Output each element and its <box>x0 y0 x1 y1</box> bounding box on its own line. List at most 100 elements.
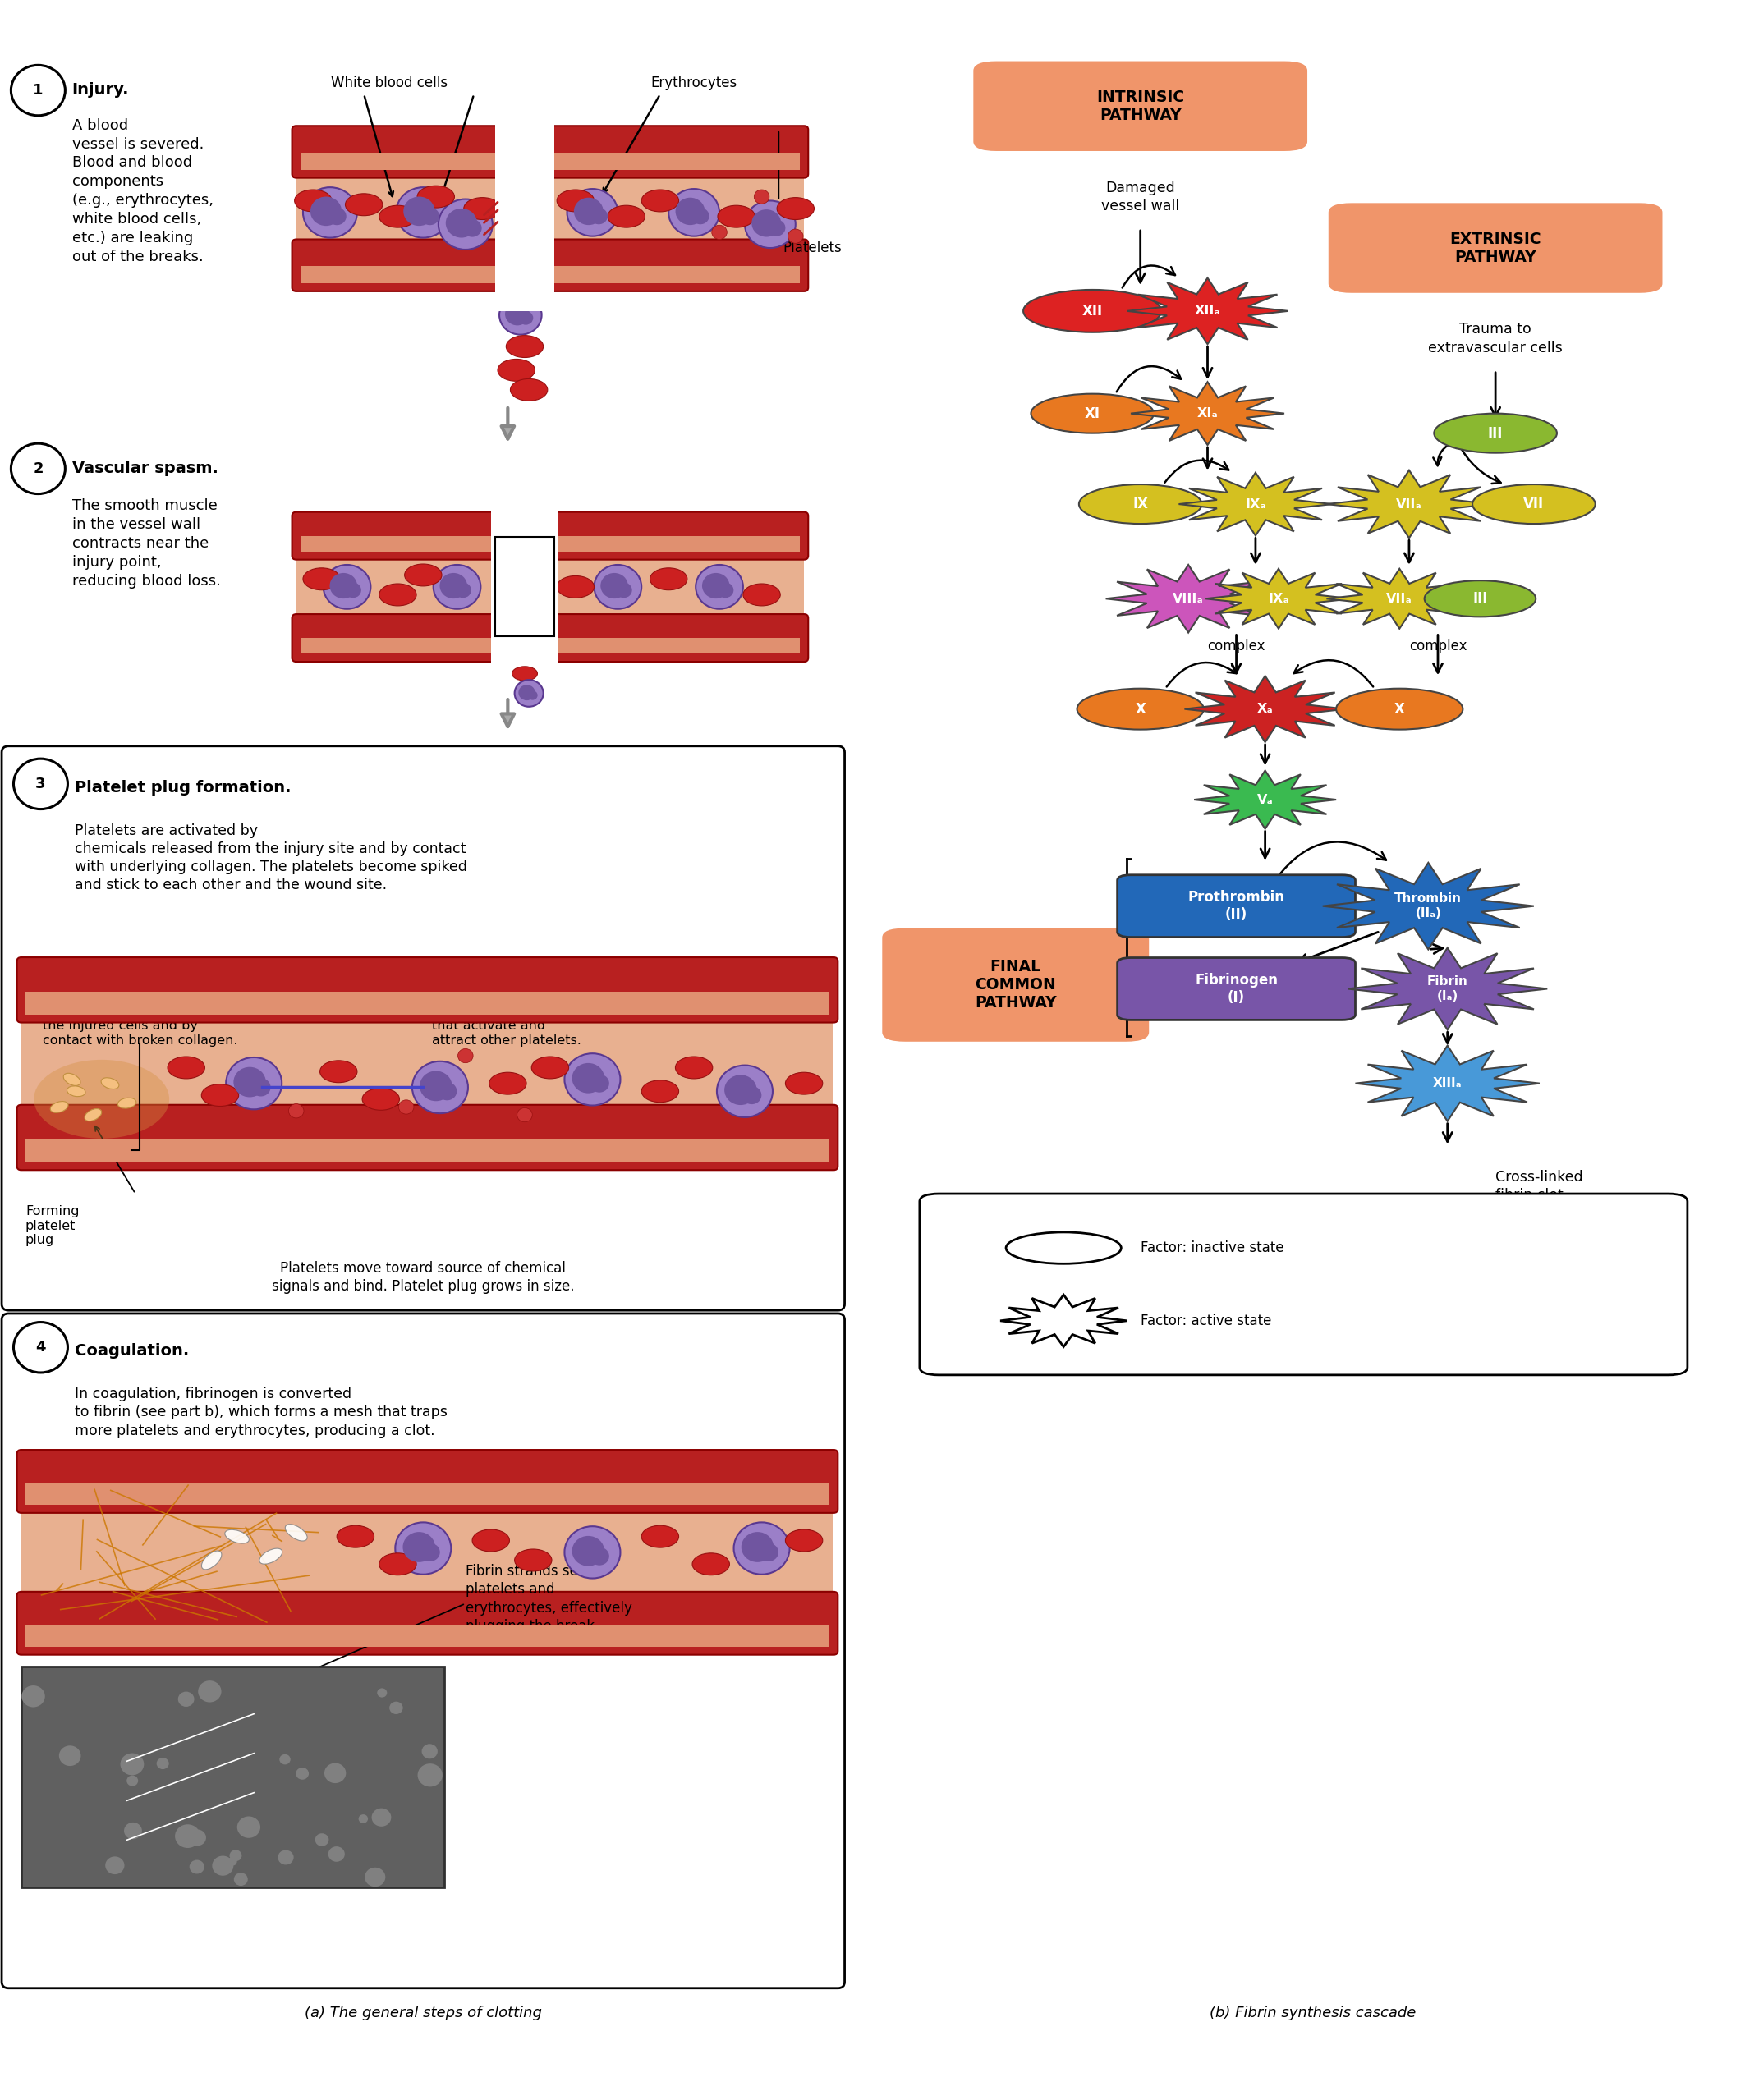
Text: VIIIₐ: VIIIₐ <box>1173 592 1204 605</box>
Text: X: X <box>1134 701 1146 716</box>
Ellipse shape <box>201 1084 239 1107</box>
Ellipse shape <box>1424 580 1536 617</box>
Polygon shape <box>1194 771 1337 830</box>
Circle shape <box>358 1814 368 1823</box>
Ellipse shape <box>379 1554 417 1575</box>
Circle shape <box>701 573 729 598</box>
Ellipse shape <box>405 565 441 586</box>
Circle shape <box>752 210 782 237</box>
Text: XIIₐ: XIIₐ <box>1195 304 1220 317</box>
Circle shape <box>328 1846 346 1863</box>
Bar <box>496 99 555 311</box>
Polygon shape <box>1356 1046 1539 1121</box>
Ellipse shape <box>785 1073 822 1094</box>
Circle shape <box>229 1856 237 1865</box>
Text: Fibrinogen
(I): Fibrinogen (I) <box>1195 972 1277 1004</box>
FancyBboxPatch shape <box>1117 958 1356 1021</box>
Circle shape <box>412 1060 468 1113</box>
Circle shape <box>742 1533 773 1562</box>
Circle shape <box>675 197 705 225</box>
FancyBboxPatch shape <box>1117 876 1356 937</box>
Circle shape <box>403 197 435 227</box>
FancyBboxPatch shape <box>291 126 808 178</box>
Text: III: III <box>1473 592 1488 607</box>
Text: Fibrin
(Iₐ): Fibrin (Iₐ) <box>1427 976 1468 1002</box>
Circle shape <box>124 1823 141 1840</box>
FancyBboxPatch shape <box>17 958 838 1023</box>
Text: Coagulation.: Coagulation. <box>75 1344 188 1359</box>
Circle shape <box>724 1075 757 1105</box>
FancyBboxPatch shape <box>291 512 808 559</box>
Circle shape <box>440 573 468 598</box>
Ellipse shape <box>168 1056 204 1079</box>
Text: Xₐ: Xₐ <box>1256 704 1274 716</box>
Polygon shape <box>1106 565 1270 632</box>
Circle shape <box>445 208 476 237</box>
Circle shape <box>691 208 708 225</box>
Circle shape <box>515 680 543 708</box>
Text: 4: 4 <box>35 1340 45 1354</box>
Polygon shape <box>1185 676 1345 741</box>
Ellipse shape <box>1078 485 1202 523</box>
Text: Vascular spasm.: Vascular spasm. <box>72 460 218 477</box>
Circle shape <box>394 1522 452 1575</box>
Circle shape <box>745 202 796 248</box>
Circle shape <box>433 565 480 609</box>
Circle shape <box>616 582 632 598</box>
Circle shape <box>330 573 358 598</box>
Ellipse shape <box>51 1100 68 1113</box>
Circle shape <box>398 1100 414 1115</box>
Circle shape <box>234 1067 265 1096</box>
Circle shape <box>316 1833 328 1846</box>
Circle shape <box>759 1544 778 1562</box>
Text: complex: complex <box>1208 638 1265 653</box>
Circle shape <box>234 1873 248 1886</box>
Ellipse shape <box>1434 414 1557 454</box>
FancyBboxPatch shape <box>2 1312 845 1989</box>
Text: INTRINSIC
PATHWAY: INTRINSIC PATHWAY <box>1096 90 1185 124</box>
Circle shape <box>590 1075 609 1092</box>
FancyArrowPatch shape <box>483 202 497 214</box>
Circle shape <box>421 208 440 225</box>
Polygon shape <box>1131 382 1284 445</box>
Ellipse shape <box>506 336 543 357</box>
Circle shape <box>421 1071 452 1100</box>
Text: Factor: active state: Factor: active state <box>1141 1312 1270 1327</box>
Ellipse shape <box>1337 689 1462 729</box>
Text: Platelets are activated by
chemicals released from the injury site and by contac: Platelets are activated by chemicals rel… <box>75 823 468 892</box>
Circle shape <box>311 197 342 227</box>
Polygon shape <box>1347 947 1548 1029</box>
Ellipse shape <box>473 1529 510 1552</box>
Circle shape <box>733 1522 790 1575</box>
Bar <box>297 174 804 244</box>
Ellipse shape <box>649 567 688 590</box>
Circle shape <box>499 296 541 334</box>
Text: A blood
vessel is severed.
Blood and blood
components
(e.g., erythrocytes,
white: A blood vessel is severed. Blood and blo… <box>72 118 213 265</box>
Circle shape <box>462 218 482 237</box>
Ellipse shape <box>304 567 340 590</box>
Text: X: X <box>1394 701 1405 716</box>
Ellipse shape <box>532 1056 569 1079</box>
Ellipse shape <box>225 1529 250 1544</box>
Circle shape <box>304 187 358 237</box>
Ellipse shape <box>489 1073 527 1094</box>
Circle shape <box>457 1048 473 1063</box>
Text: VII: VII <box>1523 498 1544 512</box>
FancyBboxPatch shape <box>920 1193 1687 1376</box>
Text: EXTRINSIC
PATHWAY: EXTRINSIC PATHWAY <box>1450 231 1541 265</box>
FancyArrowPatch shape <box>483 223 497 235</box>
Ellipse shape <box>379 584 417 605</box>
Circle shape <box>564 1527 621 1579</box>
Circle shape <box>377 1688 387 1697</box>
Circle shape <box>188 1829 206 1846</box>
Circle shape <box>600 573 628 598</box>
Circle shape <box>325 1764 346 1783</box>
Bar <box>300 536 799 552</box>
Ellipse shape <box>379 206 417 227</box>
Circle shape <box>59 1745 80 1766</box>
Text: XII: XII <box>1082 304 1103 319</box>
Circle shape <box>237 1816 260 1838</box>
Text: White blood cells: White blood cells <box>332 76 448 90</box>
Circle shape <box>572 1535 604 1567</box>
Ellipse shape <box>557 575 593 598</box>
